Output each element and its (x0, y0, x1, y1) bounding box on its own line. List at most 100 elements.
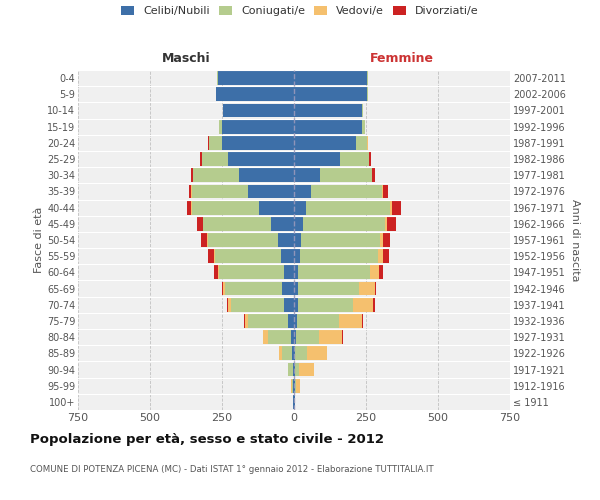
Bar (294, 217, 387, 230)
Bar (215, 250, 294, 263)
Bar (287, 362, 294, 376)
Bar (193, 168, 294, 182)
Bar (294, 346, 327, 360)
Bar (294, 184, 311, 198)
Bar (219, 120, 294, 134)
Bar (293, 379, 294, 392)
Bar (208, 233, 294, 247)
Bar (287, 362, 294, 376)
Bar (208, 250, 294, 263)
Bar (294, 200, 391, 214)
Bar (192, 184, 294, 198)
Text: Popolazione per età, sesso e stato civile - 2012: Popolazione per età, sesso e stato civil… (30, 432, 384, 446)
Bar (294, 152, 369, 166)
Bar (294, 136, 368, 149)
Bar (187, 200, 294, 214)
Bar (218, 266, 294, 280)
Bar (200, 152, 294, 166)
Bar (281, 250, 294, 263)
Bar (191, 184, 294, 198)
Bar (294, 314, 363, 328)
Bar (288, 362, 294, 376)
Bar (290, 330, 294, 344)
Bar (294, 200, 392, 214)
Bar (294, 379, 296, 392)
Bar (294, 250, 389, 263)
Bar (294, 362, 314, 376)
Bar (294, 136, 368, 149)
Bar (214, 250, 294, 263)
Bar (294, 379, 300, 392)
Bar (218, 71, 294, 85)
Bar (294, 168, 320, 182)
Bar (288, 314, 294, 328)
Bar (294, 330, 296, 344)
Bar (230, 298, 294, 312)
Bar (292, 379, 294, 392)
Bar (294, 282, 298, 296)
Bar (292, 379, 294, 392)
Bar (294, 184, 388, 198)
Bar (294, 395, 295, 409)
Bar (294, 233, 391, 247)
Bar (283, 282, 294, 296)
Bar (188, 184, 294, 198)
Bar (294, 298, 374, 312)
Bar (280, 346, 294, 360)
Bar (209, 136, 294, 149)
Bar (294, 184, 382, 198)
Bar (294, 152, 371, 166)
Bar (294, 266, 298, 280)
Bar (294, 346, 295, 360)
Bar (207, 233, 294, 247)
Bar (203, 217, 294, 230)
Bar (294, 266, 370, 280)
Bar (294, 200, 401, 214)
Bar (223, 282, 294, 296)
Text: Femmine: Femmine (370, 52, 434, 65)
Bar (294, 184, 383, 198)
Bar (294, 88, 368, 101)
Bar (294, 200, 305, 214)
Bar (294, 152, 340, 166)
Bar (268, 330, 294, 344)
Bar (294, 314, 297, 328)
Bar (294, 282, 374, 296)
Text: Maschi: Maschi (161, 52, 211, 65)
Bar (294, 71, 368, 85)
Bar (294, 298, 353, 312)
Y-axis label: Fasce di età: Fasce di età (34, 207, 44, 273)
Bar (294, 104, 362, 118)
Bar (294, 250, 377, 263)
Bar (294, 362, 299, 376)
Bar (209, 136, 294, 149)
Bar (294, 168, 372, 182)
Bar (294, 282, 359, 296)
Text: COMUNE DI POTENZA PICENA (MC) - Dati ISTAT 1° gennaio 2012 - Elaborazione TUTTIT: COMUNE DI POTENZA PICENA (MC) - Dati IST… (30, 466, 434, 474)
Bar (294, 346, 307, 360)
Bar (222, 136, 294, 149)
Bar (271, 217, 294, 230)
Bar (193, 168, 294, 182)
Bar (294, 217, 395, 230)
Bar (192, 200, 294, 214)
Bar (284, 266, 294, 280)
Bar (294, 282, 376, 296)
Bar (263, 330, 294, 344)
Bar (294, 71, 368, 85)
Legend: Celibi/Nubili, Coniugati/e, Vedovi/e, Divorziati/e: Celibi/Nubili, Coniugati/e, Vedovi/e, Di… (121, 6, 479, 16)
Bar (217, 71, 294, 85)
Bar (294, 120, 365, 134)
Bar (245, 314, 294, 328)
Bar (294, 136, 356, 149)
Bar (294, 168, 373, 182)
Bar (294, 217, 385, 230)
Bar (215, 88, 294, 101)
Bar (294, 104, 362, 118)
Bar (294, 233, 380, 247)
Bar (244, 314, 294, 328)
Bar (208, 136, 294, 149)
Bar (202, 152, 294, 166)
Bar (202, 152, 294, 166)
Bar (294, 395, 295, 409)
